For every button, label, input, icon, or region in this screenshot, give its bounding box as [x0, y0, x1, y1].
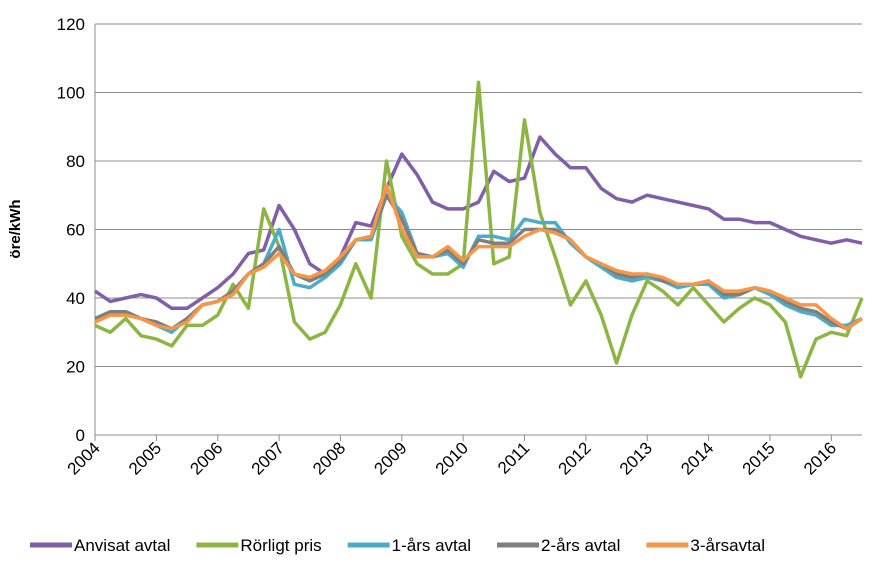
x-tick-label: 2005	[125, 438, 165, 478]
y-tick-label: 80	[66, 152, 85, 171]
x-tick-label: 2008	[309, 438, 349, 478]
x-tick-label: 2007	[248, 438, 288, 478]
series-line	[94, 80, 864, 379]
legend-label: Rörligt pris	[240, 536, 321, 555]
y-tick-label: 0	[76, 426, 85, 445]
legend-label: 1-års avtal	[392, 536, 471, 555]
y-tick-label: 120	[57, 15, 85, 34]
x-tick-label: 2004	[64, 438, 104, 478]
y-tick-label: 20	[66, 358, 85, 377]
x-tick-label: 2016	[800, 438, 840, 478]
x-tick-label: 2011	[494, 438, 533, 477]
y-tick-label: 40	[66, 289, 85, 308]
y-axis-label: öre/kWh	[7, 199, 24, 258]
x-tick-label: 2012	[555, 438, 595, 478]
x-tick-label: 2006	[186, 438, 226, 478]
legend-label: 3-årsavtal	[690, 536, 765, 555]
x-tick-label: 2009	[370, 438, 410, 478]
legend-label: 2-års avtal	[541, 536, 620, 555]
x-tick-label: 2014	[677, 438, 717, 478]
x-tick-label: 2010	[432, 438, 472, 478]
series-line	[94, 193, 863, 331]
series-line	[94, 193, 863, 335]
x-tick-label: 2015	[739, 438, 779, 478]
legend-label: Anvisat avtal	[74, 536, 170, 555]
series-line	[94, 135, 863, 311]
series-line	[94, 183, 863, 331]
y-tick-label: 100	[57, 84, 85, 103]
y-tick-label: 60	[66, 221, 85, 240]
x-tick-label: 2013	[616, 438, 656, 478]
